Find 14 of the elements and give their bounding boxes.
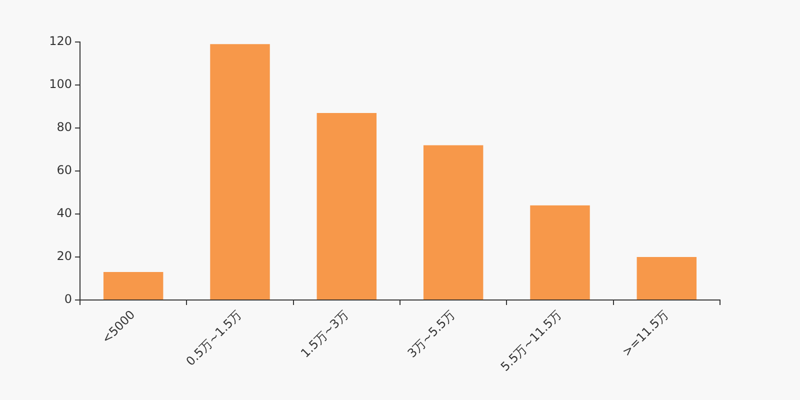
y-tick-label: 60 <box>56 163 72 178</box>
y-tick-label: 20 <box>56 249 72 264</box>
y-tick-label: 80 <box>56 120 72 134</box>
bar <box>316 112 377 300</box>
bar <box>636 257 697 300</box>
x-tick-label: 1.5万~3万 <box>298 308 351 360</box>
bar <box>423 145 484 300</box>
y-tick-label: 100 <box>49 77 72 92</box>
bar <box>103 272 164 300</box>
y-tick-label: 0 <box>64 292 72 306</box>
y-tick-label: 120 <box>49 34 72 48</box>
bar <box>210 44 270 300</box>
y-tick-label: 40 <box>56 206 72 220</box>
bar <box>530 205 590 300</box>
